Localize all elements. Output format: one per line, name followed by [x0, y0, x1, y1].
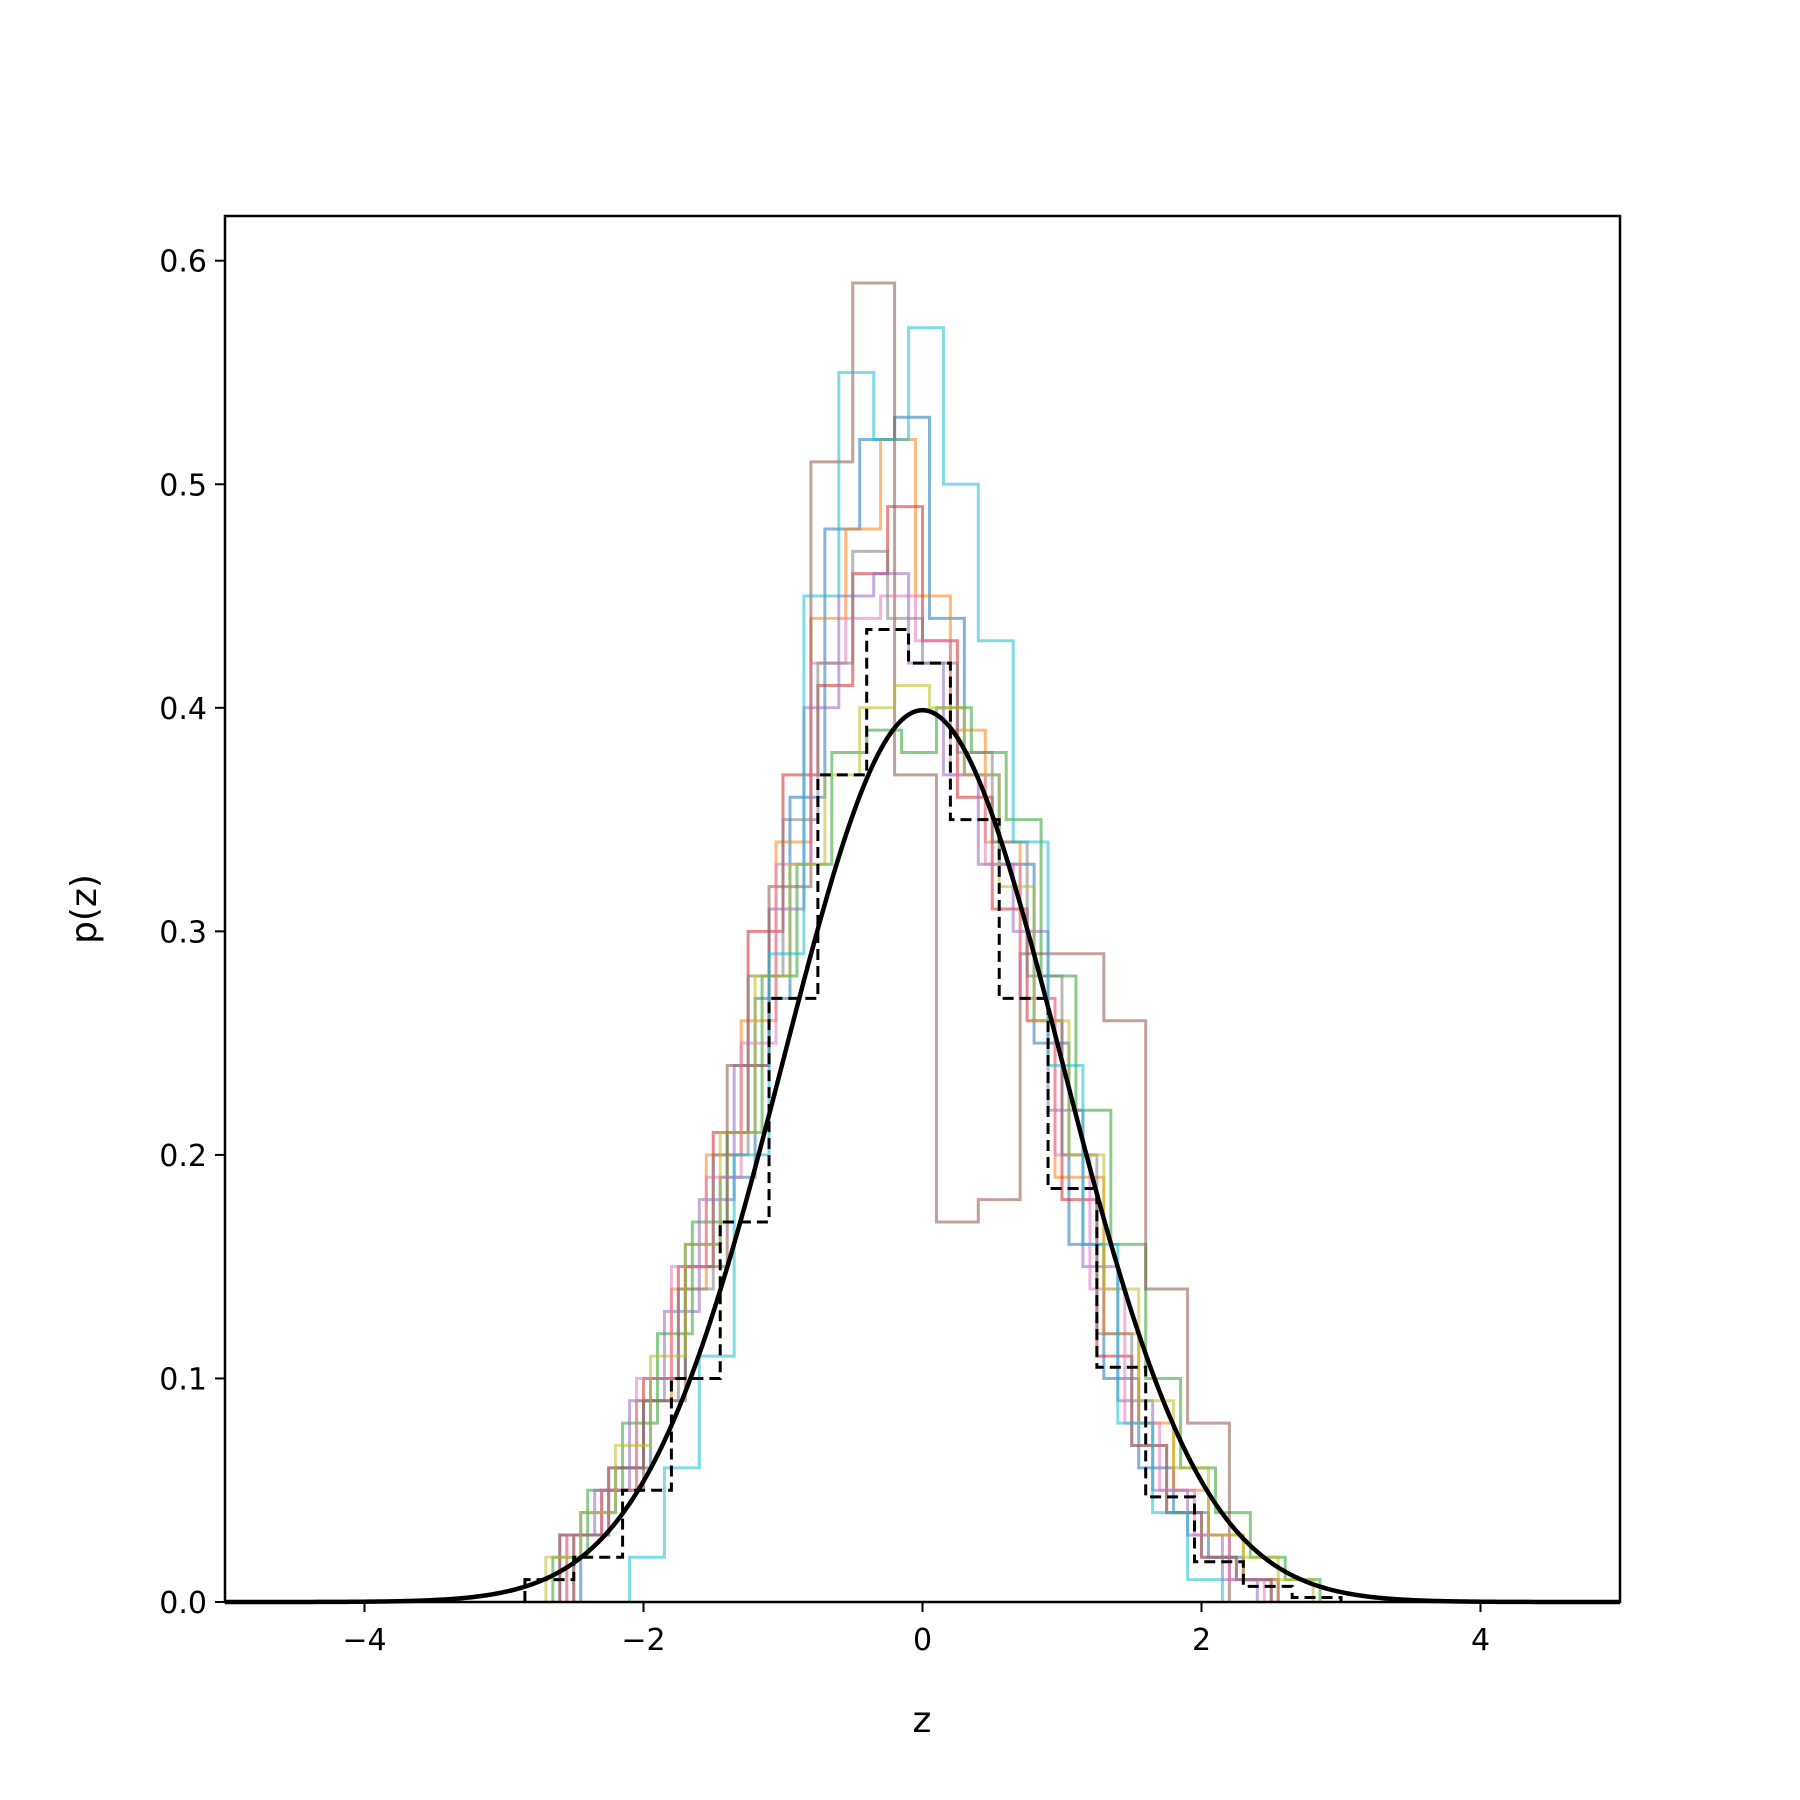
y-tick-label: 0.6: [159, 245, 207, 280]
x-tick-label: 0: [913, 1623, 932, 1658]
y-axis-label: p(z): [64, 874, 105, 944]
x-tick-label: 4: [1471, 1623, 1490, 1658]
y-tick-label: 0.1: [159, 1362, 207, 1397]
x-axis: −4 −2 0 2 4: [342, 1602, 1490, 1658]
y-tick-label: 0.3: [159, 915, 207, 950]
x-axis-label: z: [913, 1700, 932, 1741]
x-tick-label: 2: [1192, 1623, 1211, 1658]
y-tick-label: 0.2: [159, 1139, 207, 1174]
histogram-series-10: [628, 326, 1224, 1602]
y-tick-label: 0.5: [159, 468, 207, 503]
y-tick-label: 0.0: [159, 1586, 207, 1621]
x-tick-label: −4: [342, 1623, 386, 1658]
plot-area: [225, 281, 1620, 1605]
y-tick-label: 0.4: [159, 692, 207, 727]
histogram-series-8: [572, 549, 1273, 1602]
x-tick-label: −2: [621, 1623, 665, 1658]
pdf-curve: [225, 707, 1620, 1605]
histogram-series-9: [544, 683, 1315, 1602]
y-axis: 0.0 0.1 0.2 0.3 0.4 0.5 0.6: [159, 245, 225, 1621]
